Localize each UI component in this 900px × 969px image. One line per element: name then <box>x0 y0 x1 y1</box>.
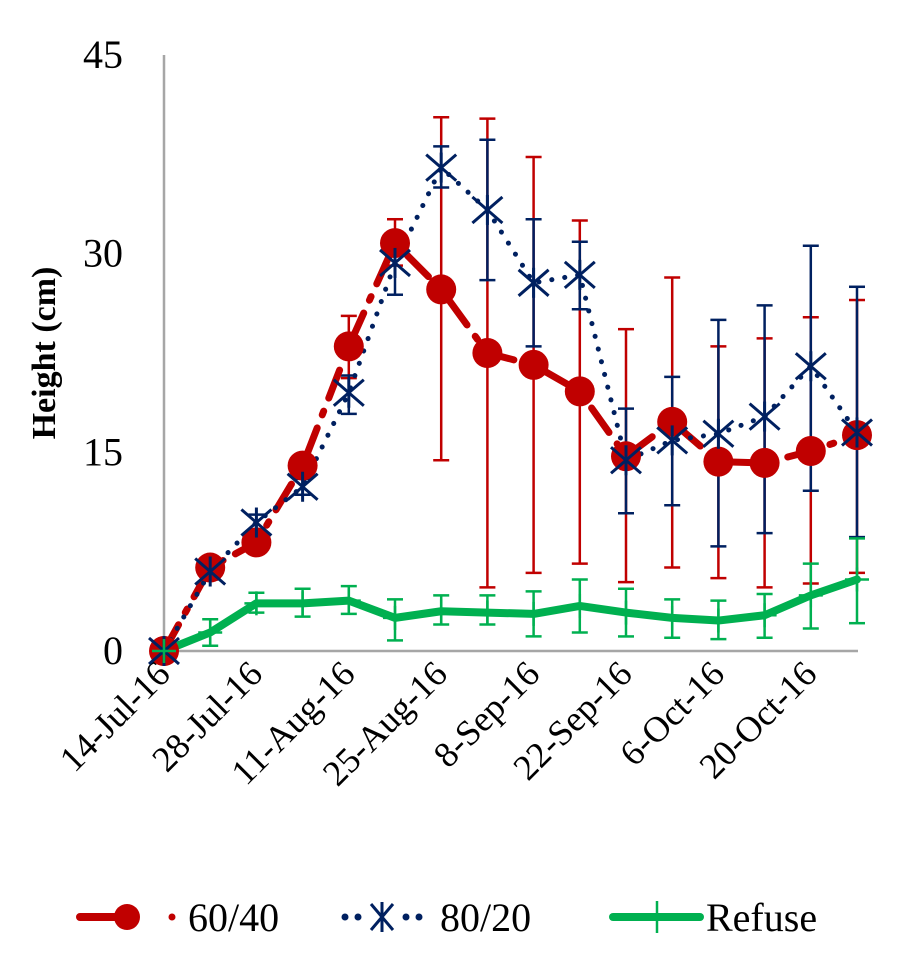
y-tick-labels: 0 15 30 45 <box>83 32 123 673</box>
y-tick-label: 45 <box>83 32 123 77</box>
data-point-80-20 <box>425 152 458 183</box>
legend-label-80-20: 80/20 <box>440 895 531 940</box>
data-point-refuse <box>429 599 454 624</box>
data-point-60-40 <box>703 446 734 477</box>
data-point-60-40 <box>564 376 595 407</box>
data-point-60-40 <box>518 349 549 380</box>
legend-label-60-40: 60/40 <box>188 895 279 940</box>
series-markers <box>148 152 873 666</box>
data-point-refuse <box>198 620 223 645</box>
data-point-60-40 <box>426 274 457 305</box>
data-point-refuse <box>752 603 777 628</box>
data-point-refuse <box>567 593 592 618</box>
y-axis-title: Height (cm) <box>26 267 63 440</box>
data-point-80-20 <box>379 247 411 278</box>
data-point-80-20 <box>610 445 642 476</box>
data-point-refuse <box>706 608 731 633</box>
data-point-refuse <box>383 605 407 630</box>
data-point-60-40 <box>241 527 272 558</box>
y-tick-label: 30 <box>83 231 123 276</box>
data-point-80-20 <box>517 267 550 298</box>
y-tick-label: 0 <box>103 628 123 673</box>
data-point-80-20 <box>332 377 365 408</box>
legend-item-80-20[interactable]: 80/20 <box>341 895 532 940</box>
data-point-60-40 <box>795 436 826 467</box>
star-x-marker-icon <box>369 902 395 932</box>
data-point-refuse <box>152 639 176 663</box>
data-point-80-20 <box>748 401 781 432</box>
error-bars <box>202 115 865 647</box>
data-point-80-20 <box>563 259 596 290</box>
data-point-80-20 <box>656 425 689 456</box>
data-point-refuse <box>660 605 685 630</box>
series-line-60-40 <box>160 239 861 655</box>
legend-item-60-40[interactable]: 60/40 <box>76 895 279 940</box>
legend-dot <box>168 913 176 921</box>
data-point-refuse <box>290 591 315 616</box>
data-point-80-20 <box>471 194 504 225</box>
data-point-80-20 <box>240 507 273 538</box>
legend: 60/40 80/20 Refuse <box>76 895 817 940</box>
data-point-refuse <box>798 583 823 608</box>
series-line-refuse <box>160 575 861 655</box>
data-point-60-40 <box>749 447 780 478</box>
data-point-80-20 <box>702 418 735 449</box>
data-point-60-40 <box>657 406 688 437</box>
data-point-80-20 <box>286 471 319 502</box>
y-tick-label: 15 <box>83 429 123 474</box>
data-point-refuse <box>521 601 546 626</box>
data-point-60-40 <box>333 331 364 362</box>
data-point-refuse <box>614 600 638 625</box>
legend-label-refuse: Refuse <box>706 895 817 940</box>
data-point-refuse <box>475 600 500 625</box>
data-point-80-20 <box>841 417 873 448</box>
circle-marker-icon <box>114 904 140 930</box>
legend-item-refuse[interactable]: Refuse <box>609 895 817 940</box>
data-point-60-40 <box>287 450 318 481</box>
data-point-refuse <box>845 567 869 592</box>
data-point-80-20 <box>794 351 827 382</box>
data-point-60-40 <box>472 338 503 368</box>
series-line-80-20 <box>161 165 860 654</box>
x-tick-labels: 14-Jul-1628-Jul-1611-Aug-1625-Aug-168-Se… <box>52 653 825 793</box>
series-lines <box>160 165 861 655</box>
data-point-60-40 <box>380 228 410 259</box>
data-point-refuse <box>336 588 361 613</box>
data-point-refuse <box>244 591 269 616</box>
data-point-80-20 <box>194 556 227 587</box>
